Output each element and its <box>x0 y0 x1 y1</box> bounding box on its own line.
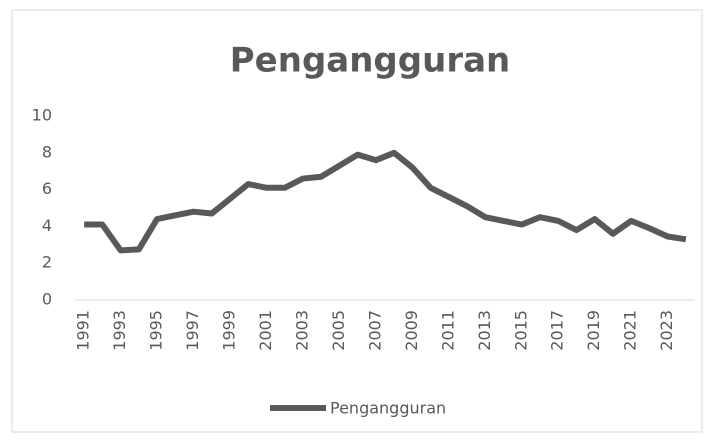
y-tick-label: 8 <box>42 142 52 161</box>
y-tick-label: 10 <box>32 106 52 125</box>
x-tick-label: 2011 <box>438 310 457 351</box>
y-tick-label: 4 <box>42 216 52 235</box>
x-tick-label: 2003 <box>292 310 311 351</box>
chart-title: Pengangguran <box>230 41 510 81</box>
x-tick-label: 1991 <box>74 310 93 351</box>
y-tick-label: 0 <box>42 290 52 309</box>
x-tick-label: 2001 <box>256 310 275 351</box>
legend-label: Pengangguran <box>330 399 446 418</box>
data-line <box>84 149 687 254</box>
y-tick-label: 6 <box>42 179 52 198</box>
x-tick-label: 2017 <box>548 310 567 351</box>
x-tick-label: 1997 <box>183 310 202 351</box>
x-tick-label: 2013 <box>475 310 494 351</box>
x-tick-label: 2005 <box>329 310 348 351</box>
x-tick-label: 1999 <box>220 310 239 351</box>
x-tick-label: 2021 <box>621 310 640 351</box>
x-tick-label: 2019 <box>584 310 603 351</box>
x-tick-label: 2015 <box>511 310 530 351</box>
x-tick-label: 2007 <box>365 310 384 351</box>
y-tick-label: 2 <box>42 253 52 272</box>
x-tick-label: 2023 <box>657 310 676 351</box>
x-tick-label: 1995 <box>147 310 166 351</box>
x-tick-label: 1993 <box>110 310 129 351</box>
x-tick-label: 2009 <box>402 310 421 351</box>
